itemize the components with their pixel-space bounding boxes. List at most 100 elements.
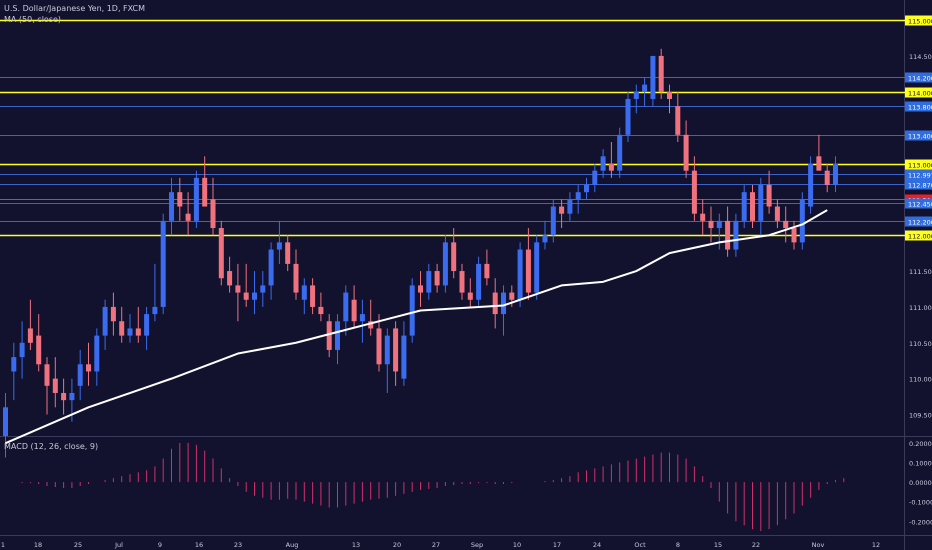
candle[interactable]: [135, 306, 141, 343]
candle[interactable]: [260, 271, 266, 307]
candle[interactable]: [559, 199, 565, 229]
candle[interactable]: [758, 177, 764, 236]
candle[interactable]: [193, 170, 199, 229]
candle[interactable]: [52, 357, 58, 408]
candle[interactable]: [824, 163, 830, 193]
candle[interactable]: [550, 199, 556, 243]
candle[interactable]: [144, 306, 150, 350]
candle[interactable]: [833, 156, 838, 193]
candle[interactable]: [567, 192, 573, 221]
candle[interactable]: [600, 149, 606, 178]
candle[interactable]: [426, 263, 432, 300]
candle[interactable]: [243, 263, 249, 307]
candle[interactable]: [227, 256, 233, 293]
candle[interactable]: [492, 278, 498, 329]
candle[interactable]: [476, 256, 482, 307]
candle[interactable]: [177, 177, 183, 221]
candle[interactable]: [351, 285, 357, 329]
candle[interactable]: [27, 299, 33, 350]
candle[interactable]: [119, 306, 125, 343]
candle[interactable]: [608, 141, 614, 178]
candle[interactable]: [733, 213, 739, 257]
candle[interactable]: [459, 263, 465, 300]
candle[interactable]: [633, 84, 639, 114]
candle[interactable]: [19, 321, 25, 379]
candle[interactable]: [210, 177, 216, 236]
candle[interactable]: [584, 177, 589, 200]
candle[interactable]: [359, 299, 365, 343]
candle[interactable]: [127, 314, 133, 343]
candle[interactable]: [799, 192, 805, 250]
candles[interactable]: [3, 48, 838, 458]
candle[interactable]: [766, 170, 772, 214]
candle[interactable]: [61, 378, 67, 415]
candle[interactable]: [418, 271, 423, 307]
candle[interactable]: [484, 249, 490, 286]
candle[interactable]: [86, 342, 91, 386]
candle[interactable]: [791, 220, 797, 250]
candle[interactable]: [575, 185, 581, 214]
candle[interactable]: [691, 156, 697, 221]
candle[interactable]: [683, 120, 689, 178]
candle[interactable]: [11, 342, 17, 401]
candle[interactable]: [152, 263, 158, 322]
candle[interactable]: [501, 285, 506, 336]
candle[interactable]: [376, 314, 382, 372]
candle[interactable]: [625, 91, 631, 142]
candle[interactable]: [658, 48, 664, 99]
candle[interactable]: [808, 156, 814, 214]
candle[interactable]: [667, 84, 672, 114]
candle[interactable]: [434, 263, 440, 293]
candle[interactable]: [716, 213, 722, 250]
candle[interactable]: [741, 185, 747, 229]
candle[interactable]: [368, 299, 374, 336]
candle[interactable]: [401, 321, 407, 386]
candle[interactable]: [650, 55, 656, 107]
candle[interactable]: [335, 314, 340, 365]
candle[interactable]: [783, 206, 789, 243]
candle[interactable]: [318, 292, 324, 322]
candle[interactable]: [393, 321, 399, 386]
candle[interactable]: [293, 249, 299, 300]
candle[interactable]: [160, 213, 166, 315]
candle[interactable]: [276, 220, 282, 264]
candle[interactable]: [36, 314, 42, 372]
candle[interactable]: [185, 192, 191, 236]
candle[interactable]: [816, 134, 822, 171]
candle[interactable]: [310, 278, 316, 315]
candle[interactable]: [542, 220, 548, 250]
candle[interactable]: [384, 328, 390, 393]
candle[interactable]: [252, 271, 257, 315]
candle[interactable]: [77, 349, 83, 401]
candle[interactable]: [708, 206, 714, 243]
candle[interactable]: [442, 235, 448, 293]
candle[interactable]: [592, 163, 598, 193]
candle[interactable]: [285, 235, 291, 272]
candle[interactable]: [675, 91, 681, 142]
candle[interactable]: [102, 299, 108, 350]
candle[interactable]: [44, 357, 50, 415]
candle[interactable]: [642, 77, 648, 107]
candle[interactable]: [218, 220, 224, 286]
candle[interactable]: [3, 392, 8, 458]
candle[interactable]: [774, 199, 780, 229]
candle[interactable]: [235, 263, 241, 322]
candle[interactable]: [301, 278, 307, 315]
candle[interactable]: [169, 177, 174, 236]
candle[interactable]: [534, 235, 540, 300]
candle[interactable]: [617, 127, 623, 178]
candle[interactable]: [750, 185, 755, 229]
candle[interactable]: [326, 314, 332, 358]
candle[interactable]: [409, 278, 415, 343]
candle[interactable]: [725, 206, 731, 257]
candle[interactable]: [202, 156, 208, 207]
candle[interactable]: [525, 228, 531, 300]
candle[interactable]: [343, 285, 349, 336]
candle[interactable]: [94, 328, 100, 386]
candle[interactable]: [268, 242, 274, 300]
candle[interactable]: [451, 228, 457, 279]
candle[interactable]: [517, 242, 523, 307]
candle[interactable]: [467, 278, 473, 307]
candle[interactable]: [110, 292, 116, 336]
